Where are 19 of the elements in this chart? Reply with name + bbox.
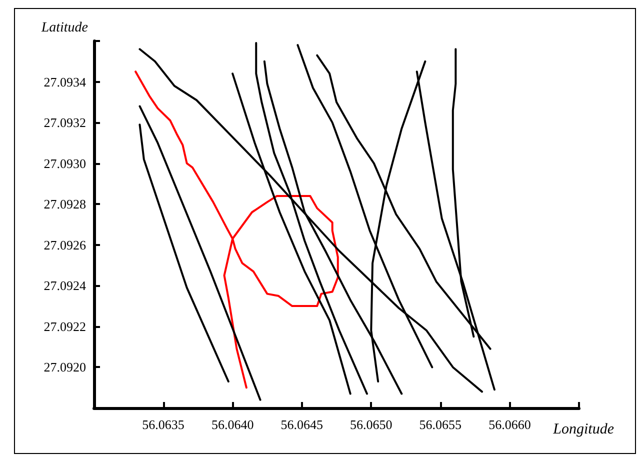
y-tick-label: 27.0926 (44, 237, 86, 252)
y-tick-label: 27.0924 (44, 278, 86, 294)
x-tick-label: 56.0655 (419, 417, 462, 432)
x-tick-label: 56.0645 (280, 417, 323, 432)
y-tick-label: 27.0920 (44, 360, 86, 375)
x-axis-title: Longitude (552, 422, 614, 438)
y-tick-label: 27.0930 (44, 156, 86, 171)
line-series (138, 124, 230, 382)
y-tick-label: 27.0934 (44, 74, 86, 90)
y-axis-title: Latitude (40, 20, 88, 36)
y-tick-label: 27.0922 (44, 318, 86, 334)
line-series (134, 70, 339, 389)
x-tick-label: 56.0650 (350, 417, 392, 432)
x-tick-label: 56.0640 (211, 417, 254, 432)
line-series (138, 105, 262, 401)
x-tick-label: 56.0635 (142, 417, 184, 432)
y-tick-label: 27.0932 (44, 115, 86, 130)
y-tick-label: 27.0928 (44, 196, 86, 212)
x-tick-label: 56.0660 (488, 417, 531, 432)
